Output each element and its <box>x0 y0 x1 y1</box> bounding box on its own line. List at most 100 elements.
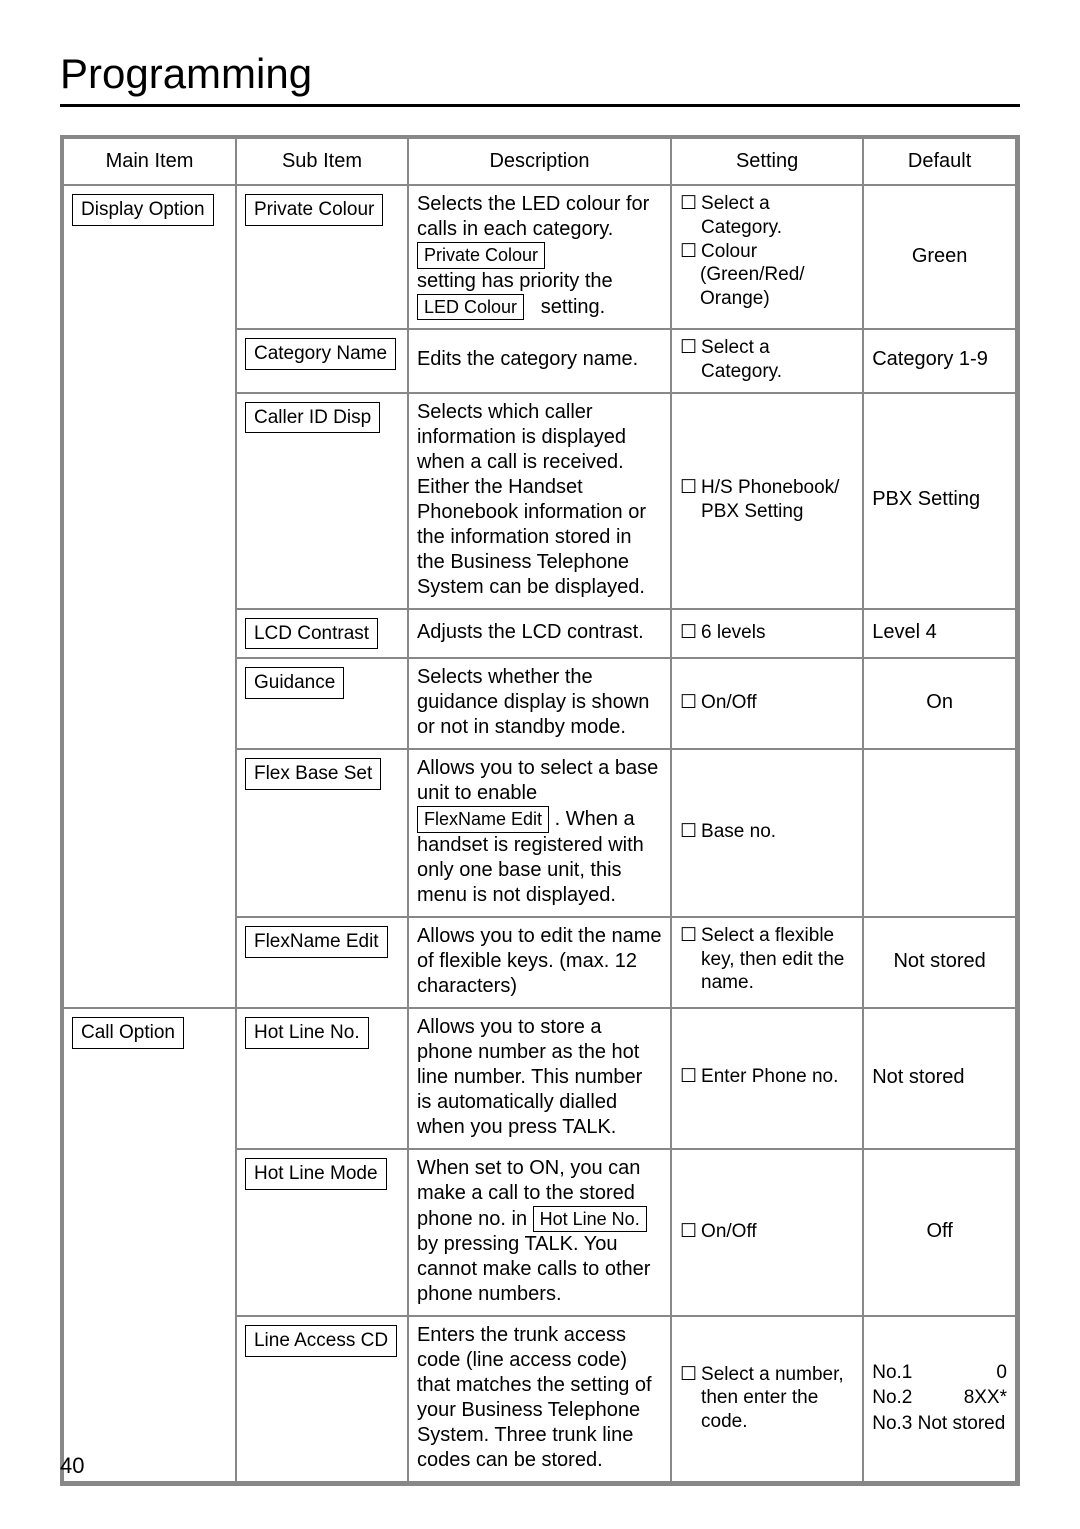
square-icon: ☐ <box>680 240 697 264</box>
sub-item-cell: FlexName Edit <box>236 917 408 1008</box>
lac-no1-label: No.1 <box>872 1361 912 1385</box>
setting-text: Select a Category. <box>701 192 854 240</box>
square-icon: ☐ <box>680 691 697 715</box>
desc-box-private-colour: Private Colour <box>417 242 545 269</box>
sub-item-flexname-edit: FlexName Edit <box>245 926 388 958</box>
sub-item-caller-id-disp: Caller ID Disp <box>245 402 380 434</box>
setting-cell: ☐On/Off <box>671 658 863 749</box>
sub-item-cell: Guidance <box>236 658 408 749</box>
square-icon: ☐ <box>680 1363 697 1387</box>
lac-no2-val: 8XX* <box>964 1386 1007 1410</box>
sub-item-cell: Private Colour <box>236 185 408 329</box>
sub-item-guidance: Guidance <box>245 667 344 699</box>
default-cell: Green <box>863 185 1015 329</box>
setting-cell: ☐Base no. <box>671 749 863 917</box>
desc-text: Allows you to select a base unit to enab… <box>417 757 658 804</box>
setting-text: Select a flexible key, then edit the nam… <box>701 924 854 995</box>
table-header-row: Main Item Sub Item Description Setting D… <box>64 139 1015 185</box>
sub-item-cell: Caller ID Disp <box>236 393 408 609</box>
main-item-cell: Call Option <box>64 1008 236 1482</box>
table-row: Call Option Hot Line No. Allows you to s… <box>64 1008 1015 1149</box>
square-icon: ☐ <box>680 1065 697 1089</box>
default-cell: PBX Setting <box>863 393 1015 609</box>
sub-item-cell: Category Name <box>236 329 408 393</box>
setting-cell: ☐Enter Phone no. <box>671 1008 863 1149</box>
description-cell: Allows you to store a phone number as th… <box>408 1008 671 1149</box>
default-cell: No.1 0 No.2 8XX* No.3 Not stored <box>863 1316 1015 1481</box>
sub-item-cell: LCD Contrast <box>236 609 408 659</box>
table-row: Display Option Private Colour Selects th… <box>64 185 1015 329</box>
main-item-cell: Display Option <box>64 185 236 1008</box>
setting-cell: ☐Select a number, then enter the code. <box>671 1316 863 1481</box>
title-rule <box>60 104 1020 107</box>
desc-text <box>530 296 536 318</box>
col-desc: Description <box>408 139 671 185</box>
setting-cell: ☐On/Off <box>671 1149 863 1317</box>
description-cell: Allows you to select a base unit to enab… <box>408 749 671 917</box>
page-number: 40 <box>60 1453 84 1479</box>
page-title: Programming <box>60 50 1020 98</box>
square-icon: ☐ <box>680 924 697 948</box>
default-cell: Off <box>863 1149 1015 1317</box>
programming-table-wrap: Main Item Sub Item Description Setting D… <box>60 135 1020 1486</box>
setting-cell: ☐H/S Phonebook/ PBX Setting <box>671 393 863 609</box>
lac-no2-label: No.2 <box>872 1386 912 1410</box>
sub-item-hot-line-mode: Hot Line Mode <box>245 1158 387 1190</box>
setting-text: Select a number, then enter the code. <box>701 1363 854 1434</box>
sub-item-cell: Hot Line Mode <box>236 1149 408 1317</box>
sub-item-hot-line-no: Hot Line No. <box>245 1017 369 1049</box>
description-cell: When set to ON, you can make a call to t… <box>408 1149 671 1317</box>
setting-cell: ☐Select a Category. <box>671 329 863 393</box>
sub-item-cell: Line Access CD <box>236 1316 408 1481</box>
desc-box-hot-line-no: Hot Line No. <box>533 1206 647 1233</box>
main-item-display-option: Display Option <box>72 194 214 226</box>
setting-text: Base no. <box>701 820 854 844</box>
default-cell: On <box>863 658 1015 749</box>
sub-item-lcd-contrast: LCD Contrast <box>245 618 378 650</box>
setting-text: Colour <box>701 240 854 264</box>
setting-text: On/Off <box>701 691 854 715</box>
square-icon: ☐ <box>680 1220 697 1244</box>
default-cell: Not stored <box>863 1008 1015 1149</box>
col-sub: Sub Item <box>236 139 408 185</box>
description-cell: Selects whether the guidance display is … <box>408 658 671 749</box>
default-cell <box>863 749 1015 917</box>
main-item-call-option: Call Option <box>72 1017 184 1049</box>
description-cell: Adjusts the LCD contrast. <box>408 609 671 659</box>
square-icon: ☐ <box>680 476 697 500</box>
description-cell: Allows you to edit the name of flexible … <box>408 917 671 1008</box>
sub-item-private-colour: Private Colour <box>245 194 383 226</box>
desc-text: setting. <box>541 296 605 318</box>
setting-sub-text: (Green/Red/ Orange) <box>680 263 854 311</box>
col-setting: Setting <box>671 139 863 185</box>
setting-text: Select a Category. <box>701 336 854 384</box>
desc-box-led-colour: LED Colour <box>417 294 524 321</box>
description-cell: Selects which caller information is disp… <box>408 393 671 609</box>
square-icon: ☐ <box>680 621 697 645</box>
square-icon: ☐ <box>680 820 697 844</box>
setting-cell: ☐Select a flexible key, then edit the na… <box>671 917 863 1008</box>
sub-item-flex-base-set: Flex Base Set <box>245 758 381 790</box>
setting-text: H/S Phonebook/ PBX Setting <box>701 476 854 524</box>
sub-item-line-access-cd: Line Access CD <box>245 1325 397 1357</box>
sub-item-cell: Flex Base Set <box>236 749 408 917</box>
desc-box-flexname-edit: FlexName Edit <box>417 806 549 833</box>
square-icon: ☐ <box>680 192 697 216</box>
desc-text: Selects the LED colour for calls in each… <box>417 193 649 240</box>
sub-item-cell: Hot Line No. <box>236 1008 408 1149</box>
setting-text: 6 levels <box>701 621 854 645</box>
desc-text: setting has priority the <box>417 270 613 292</box>
programming-table: Main Item Sub Item Description Setting D… <box>64 139 1015 1481</box>
sub-item-category-name: Category Name <box>245 338 396 370</box>
lac-no1-val: 0 <box>996 1361 1007 1385</box>
setting-cell: ☐6 levels <box>671 609 863 659</box>
square-icon: ☐ <box>680 336 697 360</box>
setting-text: Enter Phone no. <box>701 1065 854 1089</box>
description-cell: Enters the trunk access code (line acces… <box>408 1316 671 1481</box>
desc-text: by pressing TALK. You cannot make calls … <box>417 1233 650 1305</box>
line-access-defaults: No.1 0 No.2 8XX* No.3 Not stored <box>872 1361 1007 1436</box>
lac-no3: No.3 Not stored <box>872 1413 1005 1434</box>
default-cell: Not stored <box>863 917 1015 1008</box>
default-cell: Category 1-9 <box>863 329 1015 393</box>
default-cell: Level 4 <box>863 609 1015 659</box>
